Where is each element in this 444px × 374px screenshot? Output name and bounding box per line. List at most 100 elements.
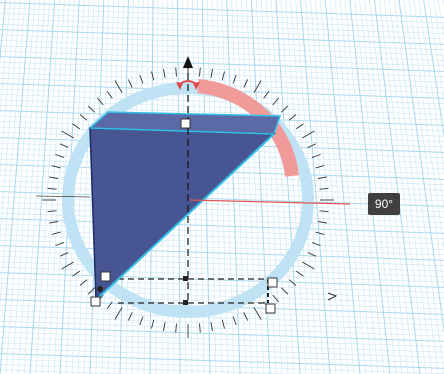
- grid-line: [231, 0, 247, 374]
- grid-line: [0, 0, 21, 239]
- rotation-tick: [221, 71, 225, 81]
- rotation-tick: [280, 287, 289, 295]
- rotation-tick: [302, 261, 315, 270]
- grid-line: [0, 40, 444, 56]
- rotation-tick: [60, 143, 69, 149]
- rotation-tick: [317, 221, 327, 224]
- rotation-tick: [139, 316, 144, 326]
- rotation-tick: [288, 114, 297, 121]
- rotation-tick: [232, 74, 237, 84]
- grid-line: [423, 0, 444, 139]
- top-resize-handle[interactable]: [180, 118, 191, 129]
- rotation-tick: [288, 279, 297, 286]
- grid-line: [0, 283, 444, 299]
- rotation-tick: [280, 105, 289, 113]
- rotation-tick: [114, 307, 123, 320]
- grid-line: [418, 0, 444, 174]
- rotation-tick: [139, 74, 144, 84]
- rotation-tick: [302, 130, 315, 139]
- grid-line: [329, 0, 367, 374]
- rotate-arrow-head-left: [176, 82, 183, 90]
- angle-marker-icon: [327, 292, 338, 301]
- grid-line: [221, 0, 235, 374]
- rotation-tick: [307, 251, 316, 257]
- grid-line: [388, 0, 439, 374]
- rotation-tick: [55, 154, 65, 159]
- grid-line: [0, 331, 444, 348]
- grid-line: [255, 0, 277, 374]
- grid-line: [265, 0, 289, 374]
- grid-line: [0, 34, 444, 51]
- grid-line: [241, 0, 259, 374]
- active-axis-line: [189, 199, 351, 205]
- rotation-tick: [114, 80, 123, 93]
- rotation-tick: [272, 97, 279, 106]
- wedge-slope-edge: [95, 133, 275, 301]
- rotation-tick: [163, 68, 166, 78]
- origin-marker: [97, 286, 103, 292]
- grid-line: [65, 0, 85, 374]
- rotation-tick: [311, 154, 321, 159]
- grid-line: [319, 0, 355, 374]
- wedge-top-edge: [89, 127, 275, 135]
- rotation-tick: [311, 241, 321, 246]
- grid-line: [344, 0, 385, 374]
- rotation-tick: [232, 316, 237, 326]
- rotation-tick: [315, 165, 325, 169]
- rotation-tick-marks: [42, 62, 334, 338]
- rotation-tick: [317, 176, 327, 179]
- grid-line: [0, 320, 444, 337]
- rotation-tick: [319, 210, 329, 213]
- rotation-tick: [60, 251, 69, 257]
- grid-line: [41, 0, 65, 374]
- grid-line: [413, 0, 444, 211]
- rotation-tick: [97, 97, 104, 106]
- rotation-tick: [72, 123, 81, 130]
- midpoint-marker: [183, 300, 188, 305]
- grid-line: [35, 0, 60, 374]
- grid-line: [378, 0, 427, 374]
- rotation-tick: [175, 323, 177, 333]
- midpoint-marker-top: [183, 276, 188, 281]
- rotation-tick: [49, 176, 59, 179]
- corner-handle-bottom-right[interactable]: [265, 303, 276, 314]
- grid-line: [0, 234, 444, 250]
- angle-tooltip: 90°: [368, 193, 400, 215]
- grid-line: [373, 0, 421, 374]
- corner-handle-top-right[interactable]: [267, 277, 278, 288]
- grid-line: [383, 0, 433, 374]
- grid-line: [11, 0, 41, 374]
- up-cone-icon[interactable]: [183, 56, 193, 68]
- grid-line: [250, 0, 271, 374]
- rotation-tick: [61, 261, 74, 270]
- grid-line: [0, 272, 444, 288]
- rotation-tick: [127, 79, 133, 88]
- grid-line: [354, 0, 397, 374]
- rotation-tick: [175, 67, 177, 77]
- grid-line: [0, 7, 444, 24]
- grid-line: [0, 212, 444, 229]
- wedge-front-face[interactable]: [89, 127, 276, 302]
- corner-handle-bottom-left[interactable]: [90, 296, 101, 307]
- grid-line: [0, 239, 444, 256]
- rotate-arrow-head-right: [193, 82, 200, 90]
- grid-line: [77, 0, 95, 374]
- rotation-tick: [295, 270, 304, 277]
- corner-handle-top-left[interactable]: [100, 271, 111, 282]
- rotation-tick: [315, 231, 325, 235]
- rotation-tick: [151, 71, 155, 81]
- grid-line: [0, 29, 444, 45]
- grid-line: [47, 0, 70, 374]
- grid-line: [0, 315, 444, 331]
- grid-line: [270, 0, 295, 374]
- rotation-tick: [106, 301, 113, 310]
- grid-line: [23, 0, 51, 374]
- grid-line: [0, 23, 444, 40]
- grid-line: [0, 261, 444, 277]
- active-rotation-arc[interactable]: [197, 79, 299, 177]
- rotation-tick: [79, 114, 88, 121]
- rotation-tick: [263, 90, 270, 99]
